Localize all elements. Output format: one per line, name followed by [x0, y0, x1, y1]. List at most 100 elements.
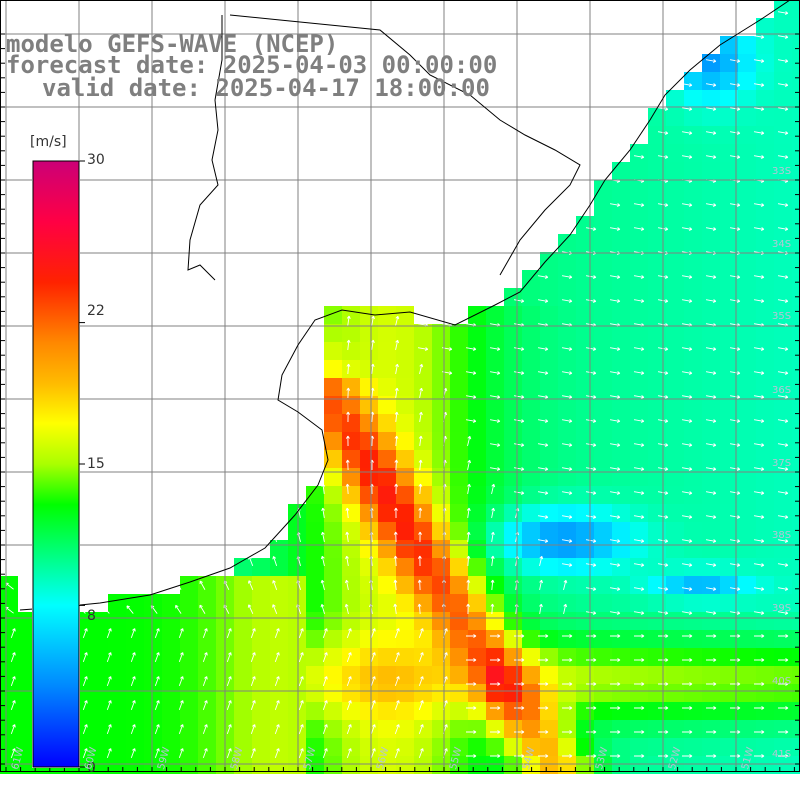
field-cell	[558, 666, 576, 684]
wind-arrow	[778, 730, 789, 734]
field-cell	[288, 576, 306, 594]
field-cell	[576, 720, 594, 738]
wind-arrow	[562, 682, 573, 686]
field-cell	[648, 414, 666, 432]
field-cell	[666, 756, 684, 774]
field-cell	[756, 144, 774, 162]
field-cell	[486, 684, 504, 702]
field-cell	[702, 396, 720, 414]
field-cell	[720, 72, 738, 90]
wind-arrow	[778, 682, 789, 686]
wind-arrow	[539, 555, 544, 567]
field-cell	[684, 486, 702, 504]
wind-arrow	[634, 634, 645, 638]
field-cell	[720, 504, 738, 522]
field-cell	[432, 738, 450, 756]
wind-arrow	[585, 371, 597, 375]
field-cell	[468, 486, 486, 504]
field-cell	[594, 180, 612, 198]
field-cell	[684, 360, 702, 378]
field-cell	[666, 594, 684, 612]
field-cell	[558, 504, 576, 522]
field-cell	[234, 666, 252, 684]
field-cell	[432, 684, 450, 702]
field-cell	[522, 540, 540, 558]
field-cell	[720, 756, 738, 774]
field-cell	[702, 702, 720, 720]
lat-label-41s: 41S	[772, 749, 792, 760]
field-cell	[576, 378, 594, 396]
field-cell	[432, 378, 450, 396]
wind-arrow	[106, 652, 112, 663]
wind-arrow	[705, 587, 717, 591]
field-cell	[630, 522, 648, 540]
field-cell	[468, 756, 486, 774]
wind-arrow	[491, 483, 496, 495]
field-cell	[0, 702, 18, 720]
field-cell	[720, 144, 738, 162]
wind-arrow	[561, 395, 573, 399]
wind-arrow	[633, 443, 645, 447]
wind-arrow	[586, 634, 597, 638]
wind-arrow	[226, 724, 232, 735]
wind-arrow	[729, 587, 741, 591]
field-cell	[774, 684, 792, 702]
wind-arrow	[154, 676, 160, 687]
wind-arrow	[609, 275, 621, 279]
field-cell	[756, 360, 774, 378]
field-cell	[792, 612, 800, 630]
colorbar-tick-0: 0	[87, 760, 96, 776]
field-cell	[612, 666, 630, 684]
wind-arrow	[154, 652, 160, 663]
wind-arrow	[82, 700, 88, 711]
wind-arrow	[370, 748, 376, 759]
field-cell	[702, 234, 720, 252]
wind-arrow	[682, 730, 693, 734]
field-cell	[378, 540, 396, 558]
wind-arrow	[705, 347, 717, 351]
wind-arrow	[777, 35, 789, 39]
field-cell	[720, 378, 738, 396]
field-cell	[396, 432, 414, 450]
wind-arrow	[682, 634, 693, 638]
field-cell	[720, 126, 738, 144]
wind-arrow	[490, 682, 501, 686]
wind-arrow	[202, 676, 208, 687]
wind-arrow	[250, 628, 256, 639]
field-cell	[594, 432, 612, 450]
wind-arrow	[370, 339, 375, 351]
field-cell	[558, 684, 576, 702]
wind-arrow	[705, 59, 717, 63]
field-cell	[774, 468, 792, 486]
wind-arrow	[272, 604, 278, 615]
field-cell	[702, 468, 720, 486]
wind-arrow	[609, 515, 621, 519]
field-cell	[558, 252, 576, 270]
field-cell	[252, 630, 270, 648]
wind-arrow	[609, 539, 621, 543]
field-cell	[720, 198, 738, 216]
field-cell	[630, 360, 648, 378]
wind-arrow	[418, 435, 423, 447]
wind-arrow	[321, 531, 325, 543]
field-cell	[504, 378, 522, 396]
wind-arrow	[298, 700, 304, 711]
field-cell	[18, 720, 36, 738]
field-cell	[612, 162, 630, 180]
wind-arrow	[465, 371, 477, 375]
wind-arrow	[753, 107, 765, 111]
field-cell	[738, 576, 756, 594]
field-cell	[720, 360, 738, 378]
field-cell	[198, 630, 216, 648]
field-cell	[432, 432, 450, 450]
title-model: modelo GEFS-WAVE (NCEP)	[6, 30, 339, 58]
wind-arrow	[561, 275, 573, 279]
field-cell	[234, 648, 252, 666]
field-cell	[576, 738, 594, 756]
field-cell	[450, 432, 468, 450]
field-cell	[468, 522, 486, 540]
field-cell	[486, 360, 504, 378]
field-cell	[666, 612, 684, 630]
wind-arrow	[274, 652, 280, 663]
field-cell	[576, 324, 594, 342]
